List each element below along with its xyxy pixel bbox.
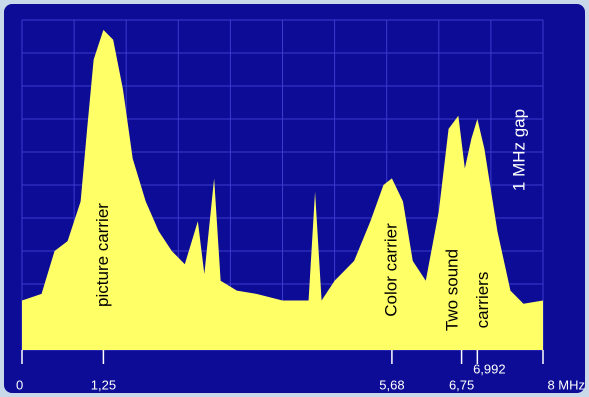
x-tick-label: 5,68 [379, 377, 404, 392]
annotation: Color carrier [381, 223, 400, 317]
x-tick-label: 6,992 [473, 361, 506, 376]
x-tick-label: 0 [16, 377, 23, 392]
annotation: Two sound [443, 249, 462, 331]
annotation: 1 MHz gap [509, 109, 528, 191]
x-tick-label: 8 MHz [547, 377, 585, 392]
x-tick-label: 1,25 [91, 377, 116, 392]
annotation: carriers [473, 272, 492, 329]
spectrum-area [22, 29, 543, 351]
x-tick-label: 6,75 [449, 377, 474, 392]
annotation: picture carrier [93, 203, 112, 307]
